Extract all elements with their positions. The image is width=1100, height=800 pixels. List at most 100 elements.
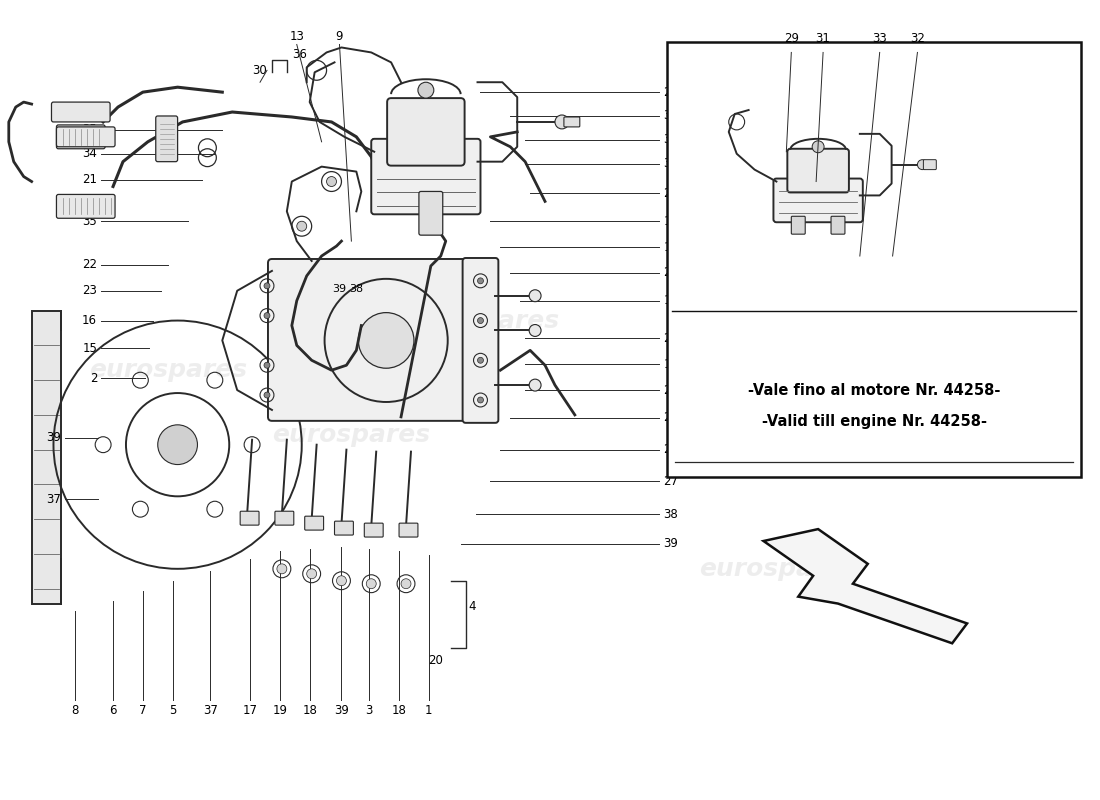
FancyBboxPatch shape [56, 127, 116, 146]
Circle shape [359, 313, 414, 368]
Text: 18: 18 [302, 704, 317, 717]
FancyBboxPatch shape [372, 139, 481, 214]
FancyBboxPatch shape [52, 102, 110, 122]
Text: 39: 39 [663, 538, 678, 550]
Polygon shape [763, 529, 967, 643]
Circle shape [812, 141, 824, 153]
Circle shape [477, 278, 484, 284]
FancyBboxPatch shape [463, 258, 498, 423]
Text: 28: 28 [663, 187, 678, 200]
Circle shape [297, 222, 307, 231]
Circle shape [477, 397, 484, 403]
Circle shape [264, 392, 270, 398]
Text: 16: 16 [82, 314, 97, 327]
Text: 38: 38 [350, 284, 363, 294]
FancyBboxPatch shape [240, 511, 258, 525]
Text: 30: 30 [252, 64, 267, 77]
Text: 3: 3 [365, 704, 373, 717]
FancyBboxPatch shape [156, 116, 177, 162]
Circle shape [529, 379, 541, 391]
Text: 17: 17 [243, 704, 257, 717]
FancyBboxPatch shape [387, 98, 464, 166]
Text: 21: 21 [82, 173, 97, 186]
Circle shape [327, 177, 337, 186]
Circle shape [157, 425, 198, 465]
FancyBboxPatch shape [275, 511, 294, 525]
Text: 4: 4 [469, 600, 476, 613]
FancyBboxPatch shape [773, 178, 862, 222]
Text: 27: 27 [663, 475, 679, 488]
Circle shape [307, 569, 317, 578]
Circle shape [264, 362, 270, 368]
Circle shape [917, 160, 927, 170]
Text: 35: 35 [82, 214, 97, 228]
Text: eurospares: eurospares [402, 309, 560, 333]
Text: eurospares: eurospares [670, 309, 827, 333]
Text: eurospares: eurospares [89, 358, 246, 382]
Text: 13: 13 [289, 30, 305, 42]
Circle shape [264, 313, 270, 318]
Text: 37: 37 [46, 493, 62, 506]
Text: 5: 5 [169, 704, 176, 717]
Text: -Vale fino al motore Nr. 44258-: -Vale fino al motore Nr. 44258- [748, 382, 1000, 398]
Text: 39: 39 [334, 704, 349, 717]
Bar [32, 310, 62, 603]
FancyBboxPatch shape [791, 216, 805, 234]
Text: 31: 31 [663, 110, 678, 122]
Bar [668, 42, 1081, 478]
Text: 27: 27 [663, 411, 679, 424]
Text: 18: 18 [392, 704, 407, 717]
Text: 12: 12 [663, 214, 679, 228]
Text: 29: 29 [784, 33, 799, 46]
Text: 2: 2 [90, 372, 97, 385]
Text: 19: 19 [273, 704, 287, 717]
Circle shape [556, 115, 569, 129]
Text: -Valid till engine Nr. 44258-: -Valid till engine Nr. 44258- [761, 414, 987, 430]
FancyBboxPatch shape [56, 125, 106, 149]
Text: 39: 39 [46, 431, 62, 444]
FancyBboxPatch shape [334, 521, 353, 535]
Circle shape [402, 578, 411, 589]
FancyBboxPatch shape [788, 149, 849, 193]
Text: 38: 38 [663, 508, 678, 521]
Text: 31: 31 [816, 33, 831, 46]
Text: 8: 8 [72, 704, 79, 717]
Circle shape [477, 318, 484, 323]
Text: 26: 26 [663, 383, 679, 397]
Text: 32: 32 [910, 33, 925, 46]
Text: eurospares: eurospares [273, 422, 430, 446]
Text: 32: 32 [663, 134, 678, 146]
FancyBboxPatch shape [399, 523, 418, 537]
Text: 36: 36 [292, 48, 307, 61]
Text: 24: 24 [663, 266, 679, 279]
Circle shape [477, 358, 484, 363]
Circle shape [264, 283, 270, 289]
Text: 1: 1 [425, 704, 432, 717]
Text: 28: 28 [663, 332, 678, 345]
Circle shape [337, 576, 346, 586]
FancyBboxPatch shape [268, 259, 474, 421]
Circle shape [529, 325, 541, 337]
FancyBboxPatch shape [419, 191, 442, 235]
Circle shape [366, 578, 376, 589]
Text: 22: 22 [82, 258, 97, 271]
FancyBboxPatch shape [564, 117, 580, 127]
Text: 10: 10 [663, 358, 678, 370]
Text: 39: 39 [332, 284, 346, 294]
Text: 20: 20 [428, 654, 443, 667]
Text: 34: 34 [82, 147, 97, 160]
Text: 35: 35 [82, 123, 97, 136]
FancyBboxPatch shape [923, 160, 936, 170]
FancyBboxPatch shape [305, 516, 323, 530]
Text: 7: 7 [139, 704, 146, 717]
Text: 9: 9 [336, 30, 343, 42]
Text: 29: 29 [663, 86, 679, 98]
Text: 25: 25 [663, 443, 678, 456]
Text: 33: 33 [872, 33, 887, 46]
Circle shape [277, 564, 287, 574]
FancyBboxPatch shape [56, 194, 116, 218]
Circle shape [529, 290, 541, 302]
Circle shape [418, 82, 433, 98]
Text: 33: 33 [663, 157, 678, 170]
Text: 11: 11 [663, 294, 679, 307]
